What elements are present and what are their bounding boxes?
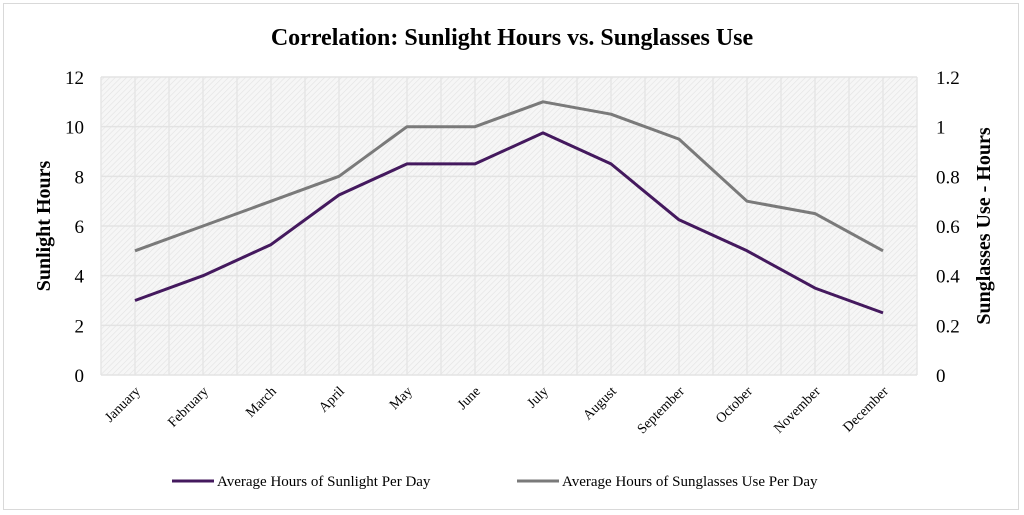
chart-title: Correlation: Sunlight Hours vs. Sunglass… [271,25,754,51]
y-tick-label: 8 [75,167,85,188]
y2-tick-label: 0.2 [936,316,960,337]
y-axis-right-title: Sunglasses Use - Hours [973,127,995,324]
legend-label-sunglasses: Average Hours of Sunglasses Use Per Day [562,474,818,490]
x-axis-category-labels: January February March April May June July Augu… [102,384,892,437]
y-tick-label: 2 [75,316,85,337]
y-axis-right-ticks: 0 0.2 0.4 0.6 0.8 1 1.2 [936,68,960,387]
x-category-label: September [635,384,688,437]
legend-label-sunlight: Average Hours of Sunlight Per Day [217,474,431,490]
x-category-label: August [581,384,620,423]
y2-tick-label: 0 [936,366,946,387]
y-tick-label: 12 [65,68,84,89]
series-lines [134,100,884,315]
x-category-label: November [771,384,824,437]
y-tick-label: 10 [65,118,84,139]
series-line-sunglasses [134,100,884,253]
y-axis-left-title: Sunlight Hours [33,160,55,291]
x-category-label: December [841,384,893,436]
x-category-label: July [525,384,552,411]
y2-tick-label: 1 [936,118,946,139]
y2-tick-label: 1.2 [936,68,960,89]
y2-tick-label: 0.6 [936,217,960,238]
x-category-label: October [713,384,756,427]
y-tick-label: 4 [75,267,85,288]
y2-tick-label: 0.4 [936,267,960,288]
y-tick-label: 0 [75,366,85,387]
y-tick-label: 6 [75,217,85,238]
x-category-label: April [316,384,348,416]
legend: Average Hours of Sunlight Per Day Averag… [172,474,818,490]
series-line-sunlight [134,131,884,315]
x-category-label: June [455,384,484,413]
x-category-label: March [243,384,279,420]
y-axis-left-ticks: 0 2 4 6 8 10 12 [65,68,85,387]
x-category-label: February [165,384,211,430]
y2-tick-label: 0.8 [936,167,960,188]
x-category-label: May [387,384,416,413]
x-category-label: January [102,384,143,425]
